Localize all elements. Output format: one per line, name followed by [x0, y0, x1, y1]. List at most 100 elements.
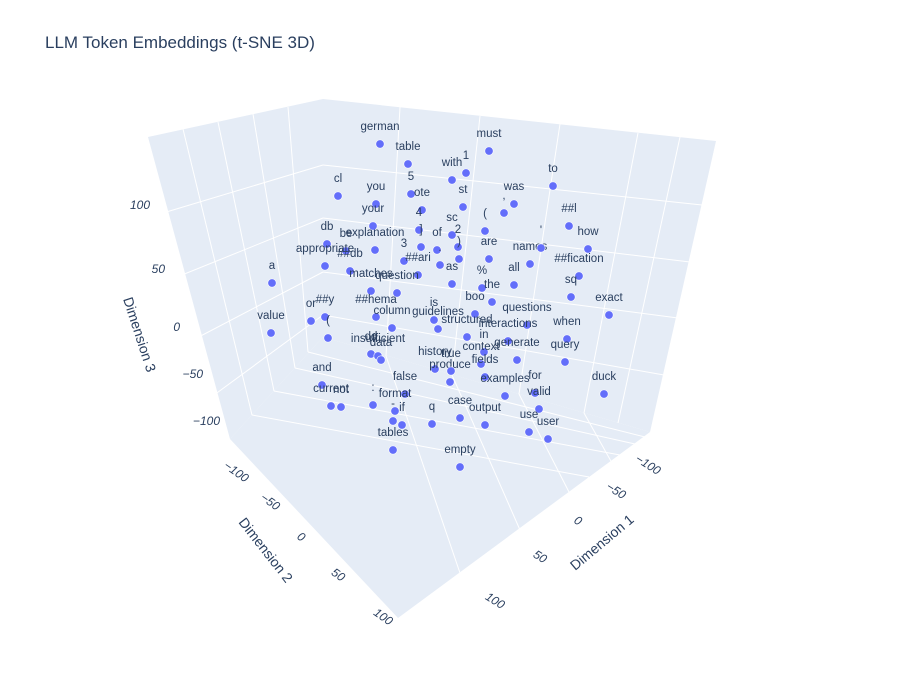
data-point[interactable] [447, 230, 457, 240]
data-point[interactable] [480, 226, 490, 236]
data-point[interactable] [470, 309, 480, 319]
data-point[interactable] [476, 359, 486, 369]
data-point[interactable] [392, 288, 402, 298]
data-point[interactable] [548, 181, 558, 191]
data-point[interactable] [446, 366, 456, 376]
data-point[interactable] [266, 328, 276, 338]
data-point[interactable] [375, 139, 385, 149]
data-point[interactable] [323, 333, 333, 343]
data-point[interactable] [333, 191, 343, 201]
data-point[interactable] [543, 434, 553, 444]
data-point[interactable] [499, 208, 509, 218]
data-point[interactable] [509, 199, 519, 209]
data-point[interactable] [480, 372, 490, 382]
data-point[interactable] [477, 283, 487, 293]
data-point[interactable] [447, 175, 457, 185]
data-point[interactable] [417, 205, 427, 215]
data-point[interactable] [406, 189, 416, 199]
data-point[interactable] [430, 364, 440, 374]
data-point[interactable] [566, 292, 576, 302]
data-point[interactable] [317, 380, 327, 390]
data-point[interactable] [400, 389, 410, 399]
data-point[interactable] [512, 355, 522, 365]
data-point[interactable] [403, 159, 413, 169]
data-point[interactable] [388, 416, 398, 426]
data-point[interactable] [371, 312, 381, 322]
data-point[interactable] [574, 271, 584, 281]
data-point[interactable] [487, 297, 497, 307]
data-point[interactable] [480, 420, 490, 430]
data-point[interactable] [536, 243, 546, 253]
data-point[interactable] [320, 261, 330, 271]
data-point-label: cl [334, 173, 342, 185]
data-point[interactable] [414, 225, 424, 235]
data-point[interactable] [604, 310, 614, 320]
data-point[interactable] [388, 445, 398, 455]
data-point[interactable] [397, 420, 407, 430]
data-point[interactable] [564, 221, 574, 231]
data-point[interactable] [376, 355, 386, 365]
data-point[interactable] [503, 336, 513, 346]
data-point[interactable] [479, 347, 489, 357]
data-point[interactable] [461, 168, 471, 178]
data-point[interactable] [371, 199, 381, 209]
data-point-label: % [477, 265, 487, 277]
data-point[interactable] [562, 334, 572, 344]
data-point[interactable] [454, 254, 464, 264]
data-point-label: use [520, 409, 539, 421]
data-point[interactable] [416, 242, 426, 252]
data-point[interactable] [368, 221, 378, 231]
data-point[interactable] [534, 404, 544, 414]
data-point-label: db [321, 221, 334, 233]
data-point[interactable] [341, 246, 351, 256]
data-point[interactable] [455, 413, 465, 423]
data-point[interactable] [560, 357, 570, 367]
data-point[interactable] [522, 320, 532, 330]
data-point[interactable] [326, 401, 336, 411]
data-point[interactable] [462, 332, 472, 342]
data-point[interactable] [500, 391, 510, 401]
data-point-label: output [469, 402, 502, 414]
data-point-label: column [373, 305, 410, 317]
data-point[interactable] [267, 278, 277, 288]
data-point[interactable] [458, 202, 468, 212]
data-point-label: to [548, 163, 558, 175]
data-point[interactable] [432, 245, 442, 255]
data-point-label: case [448, 395, 472, 407]
data-point[interactable] [370, 245, 380, 255]
data-point[interactable] [368, 400, 378, 410]
data-point[interactable] [366, 286, 376, 296]
data-point[interactable] [530, 388, 540, 398]
data-point-label: fields [472, 354, 499, 366]
data-point[interactable] [306, 316, 316, 326]
data-point[interactable] [387, 323, 397, 333]
data-point[interactable] [345, 266, 355, 276]
data-point-label: 4 [416, 207, 423, 219]
data-point[interactable] [320, 312, 330, 322]
data-point-label: a [269, 260, 276, 272]
data-point[interactable] [336, 402, 346, 412]
data-point[interactable] [484, 146, 494, 156]
data-point[interactable] [447, 279, 457, 289]
x-tick-label: 0 [572, 513, 585, 529]
data-point[interactable] [583, 244, 593, 254]
data-point[interactable] [509, 280, 519, 290]
data-point[interactable] [445, 377, 455, 387]
data-point[interactable] [599, 389, 609, 399]
data-point[interactable] [484, 254, 494, 264]
data-point[interactable] [413, 270, 423, 280]
data-point[interactable] [455, 462, 465, 472]
data-point[interactable] [435, 260, 445, 270]
data-point[interactable] [453, 242, 463, 252]
data-point[interactable] [429, 315, 439, 325]
data-point[interactable] [433, 324, 443, 334]
data-point[interactable] [427, 419, 437, 429]
data-point[interactable] [390, 406, 400, 416]
data-point[interactable] [524, 427, 534, 437]
data-point-label: data [370, 337, 393, 349]
data-point[interactable] [399, 256, 409, 266]
data-point[interactable] [322, 239, 332, 249]
data-point[interactable] [525, 259, 535, 269]
